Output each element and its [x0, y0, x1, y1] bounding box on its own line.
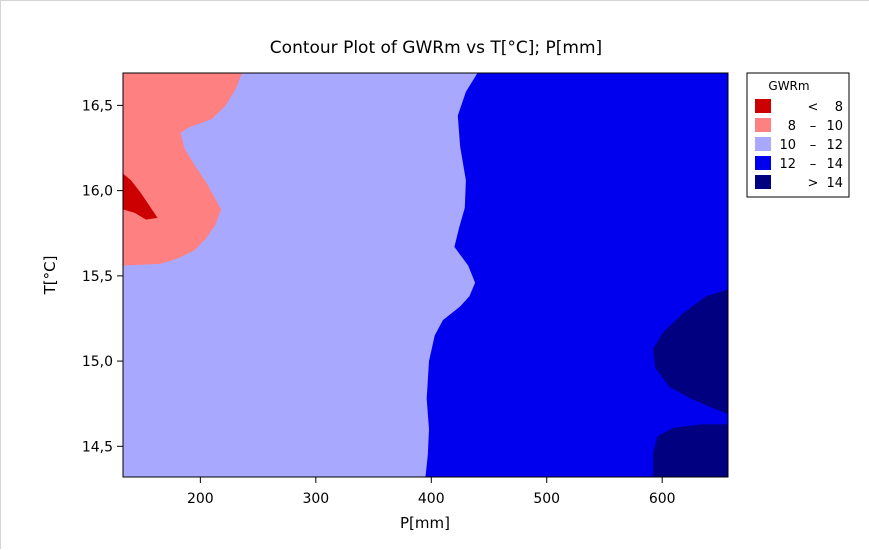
y-tick-label: 14,5	[82, 439, 113, 455]
legend-operator: –	[810, 138, 817, 153]
contour-region-3	[123, 173, 158, 220]
legend-value: 8	[835, 100, 843, 115]
x-axis-label: P[mm]	[400, 514, 450, 532]
legend-swatch	[755, 118, 771, 132]
x-tick-label: 400	[418, 491, 445, 507]
contour-regions	[123, 73, 728, 477]
y-tick-label: 16,0	[82, 184, 113, 200]
legend-swatch	[755, 156, 771, 170]
legend-operator: –	[810, 157, 817, 172]
contour-region-4	[425, 73, 728, 477]
legend-operator: <	[808, 100, 819, 115]
x-tick-label: 600	[649, 491, 676, 507]
chart-title: Contour Plot of GWRm vs T[°C]; P[mm]	[270, 38, 602, 58]
legend-value: 14	[826, 176, 843, 191]
legend-operator: >	[808, 176, 819, 191]
y-tick-label: 15,5	[82, 269, 113, 285]
x-tick-label: 500	[533, 491, 560, 507]
legend-swatch	[755, 175, 771, 189]
legend-high-value: 12	[826, 138, 843, 153]
x-tick-label: 300	[302, 491, 329, 507]
legend-high-value: 10	[826, 119, 843, 134]
y-tick-label: 15,0	[82, 354, 113, 370]
contour-region-6	[653, 424, 728, 477]
y-tick-label: 16,5	[82, 98, 113, 114]
legend-swatch	[755, 137, 771, 151]
contour-region-5	[653, 289, 728, 414]
y-axis-ticks: 14,5 15,0 15,5 16,0 16,5	[82, 98, 123, 455]
legend-low-value: 10	[779, 138, 796, 153]
legend-low-value: 8	[788, 119, 796, 134]
x-tick-label: 200	[187, 491, 214, 507]
legend-title: GWRm	[768, 79, 809, 93]
legend-operator: –	[810, 119, 817, 134]
legend-high-value: 14	[826, 157, 843, 172]
plot-area	[122, 72, 729, 478]
x-axis-ticks: 200 300 400 500 600	[187, 477, 676, 507]
y-axis-label: T[°C]	[41, 256, 59, 296]
plot-border	[122, 72, 729, 478]
legend-low-value: 12	[779, 157, 796, 172]
legend-swatch	[755, 99, 771, 113]
